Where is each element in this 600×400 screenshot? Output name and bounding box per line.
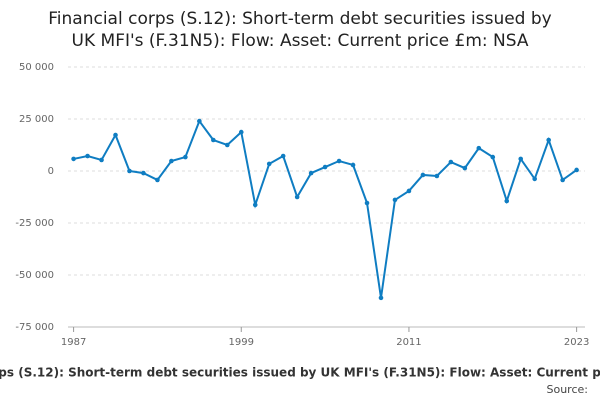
data-point <box>490 154 496 160</box>
data-point <box>169 158 174 164</box>
chart-title: Financial corps (S.12): Short-term debt … <box>48 9 551 29</box>
data-point <box>462 165 468 171</box>
y-tick-label: -75 000 <box>15 322 54 333</box>
data-point <box>532 176 537 182</box>
data-point <box>434 173 440 179</box>
data-point <box>406 188 412 194</box>
y-tick-label: -25 000 <box>15 218 54 229</box>
y-tick-label: 50 000 <box>19 62 54 73</box>
data-point <box>197 118 202 124</box>
series-line <box>73 119 578 299</box>
data-point <box>476 145 482 151</box>
y-tick-label: 0 <box>48 166 54 177</box>
data-point <box>322 164 328 170</box>
caption: Financial corps (S.12): Short-term debt … <box>0 366 600 380</box>
data-point <box>280 153 286 159</box>
data-point <box>294 194 300 200</box>
data-point <box>211 137 216 143</box>
data-point <box>350 162 356 168</box>
x-tick-label: 1999 <box>229 337 254 348</box>
x-tick-label: 2023 <box>564 337 589 348</box>
data-point <box>392 197 398 203</box>
data-point <box>252 202 258 208</box>
data-point <box>183 154 188 160</box>
data-point <box>266 161 272 167</box>
data-point <box>155 177 160 183</box>
data-point <box>127 168 132 174</box>
data-point <box>85 153 90 159</box>
data-point <box>546 137 551 143</box>
data-point <box>518 156 524 162</box>
data-point <box>238 129 244 135</box>
data-point <box>448 159 454 165</box>
data-point <box>378 295 384 301</box>
data-point <box>336 158 342 164</box>
y-tick-label: -50 000 <box>15 270 54 281</box>
data-point <box>364 200 370 206</box>
data-point <box>224 142 230 148</box>
source: Source: <box>547 383 589 396</box>
y-tick-label: 25 000 <box>19 114 54 125</box>
chart-title: UK MFI's (F.31N5): Flow: Asset: Current … <box>72 31 529 51</box>
data-point <box>71 156 76 162</box>
data-point <box>420 172 426 178</box>
data-point <box>560 177 565 183</box>
data-point <box>574 167 579 173</box>
data-point <box>504 198 510 204</box>
data-point <box>308 170 314 176</box>
data-point <box>141 170 146 176</box>
data-point <box>113 132 118 138</box>
x-tick-label: 1987 <box>61 337 86 348</box>
x-tick-label: 2011 <box>396 337 421 348</box>
data-point <box>99 157 104 163</box>
